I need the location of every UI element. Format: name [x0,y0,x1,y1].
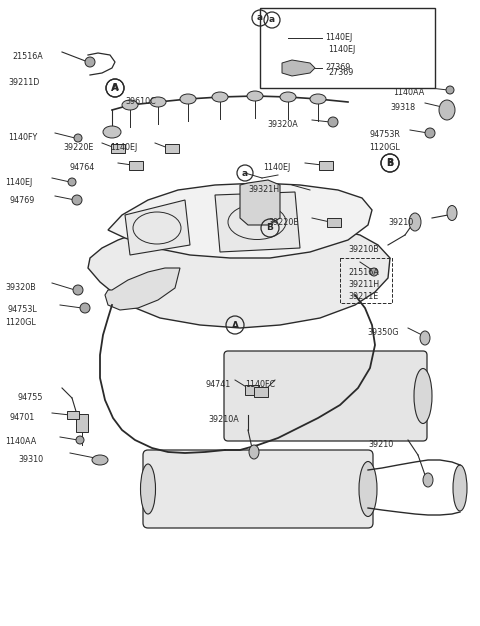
Polygon shape [240,180,280,225]
Ellipse shape [141,464,156,514]
Ellipse shape [447,205,457,220]
Text: 94701: 94701 [10,413,35,422]
Ellipse shape [212,92,228,102]
Bar [319,160,333,170]
Text: 1140AA: 1140AA [393,88,424,97]
Text: 39318: 39318 [390,103,415,112]
Text: A: A [111,83,119,93]
Text: 1140AA: 1140AA [5,437,36,446]
Circle shape [74,134,82,142]
Bar [327,217,341,227]
Bar [340,258,392,303]
Bar [129,160,143,170]
Ellipse shape [180,94,196,104]
FancyBboxPatch shape [224,351,427,441]
Text: 39350G: 39350G [367,328,398,337]
Circle shape [73,285,83,295]
Circle shape [425,128,435,138]
Polygon shape [88,223,390,328]
Ellipse shape [150,97,166,107]
Text: 21516A: 21516A [348,268,379,277]
Text: 94741: 94741 [205,380,230,389]
Bar [165,143,179,153]
Text: 1120GL: 1120GL [369,143,400,152]
Text: 27369: 27369 [328,68,353,77]
Text: 39211H: 39211H [348,280,379,289]
Text: 39211D: 39211D [8,78,39,87]
Ellipse shape [359,461,377,516]
Bar [245,385,259,395]
Polygon shape [108,183,372,258]
Text: 39320B: 39320B [5,283,36,292]
Text: A: A [111,83,119,93]
Text: 1140EJ: 1140EJ [5,178,32,187]
Text: 94764: 94764 [70,163,95,172]
Text: 27369: 27369 [325,63,350,73]
FancyBboxPatch shape [143,450,373,528]
Text: B: B [266,223,274,232]
Polygon shape [215,192,300,252]
Circle shape [76,436,84,444]
Circle shape [370,268,378,276]
Circle shape [446,86,454,94]
Ellipse shape [409,213,421,231]
Ellipse shape [280,92,296,102]
Text: 39220E: 39220E [63,143,94,152]
Text: B: B [386,158,394,168]
Text: 39321H: 39321H [248,185,279,194]
Text: 1140EJ: 1140EJ [325,34,352,43]
Ellipse shape [247,91,263,101]
Ellipse shape [92,455,108,465]
Text: 1140EJ: 1140EJ [110,143,137,152]
Text: 94755: 94755 [18,393,44,402]
Polygon shape [125,200,190,255]
Text: 39210: 39210 [388,218,413,227]
Circle shape [72,195,82,205]
Text: 39320A: 39320A [267,120,298,129]
Text: a: a [269,16,275,24]
Text: 39211E: 39211E [348,292,378,301]
Text: 1140EJ: 1140EJ [328,45,355,54]
Text: a: a [257,14,263,23]
Circle shape [85,57,95,67]
Text: 39210: 39210 [368,440,393,449]
Circle shape [80,303,90,313]
Text: 39210A: 39210A [208,415,239,424]
Ellipse shape [420,331,430,345]
Text: B: B [386,158,394,168]
Bar [67,411,79,419]
Text: a: a [242,168,248,178]
Circle shape [328,117,338,127]
Text: 1120GL: 1120GL [5,318,36,327]
Text: 94769: 94769 [10,196,36,205]
Ellipse shape [423,473,433,487]
Text: 1140EJ: 1140EJ [263,163,290,172]
Text: A: A [231,321,239,329]
Text: 1140FY: 1140FY [8,133,37,142]
Text: 94753R: 94753R [369,130,400,139]
Bar [111,143,125,153]
Text: 21516A: 21516A [12,52,43,61]
Bar [254,387,268,397]
Text: 94753L: 94753L [8,305,38,314]
Polygon shape [282,60,315,76]
Ellipse shape [310,94,326,104]
Ellipse shape [453,465,467,511]
Text: 39220E: 39220E [268,218,299,227]
Text: 39610C: 39610C [125,97,156,106]
Text: 1140FC: 1140FC [245,380,275,389]
Circle shape [68,178,76,186]
Ellipse shape [103,126,121,138]
Text: 39310: 39310 [18,455,43,464]
Bar [76,414,88,432]
Polygon shape [105,268,180,310]
Bar [260,8,435,88]
Ellipse shape [439,100,455,120]
Circle shape [278,34,286,42]
Text: 39210B: 39210B [348,245,379,254]
Ellipse shape [249,445,259,459]
Ellipse shape [414,369,432,424]
Ellipse shape [122,100,138,110]
